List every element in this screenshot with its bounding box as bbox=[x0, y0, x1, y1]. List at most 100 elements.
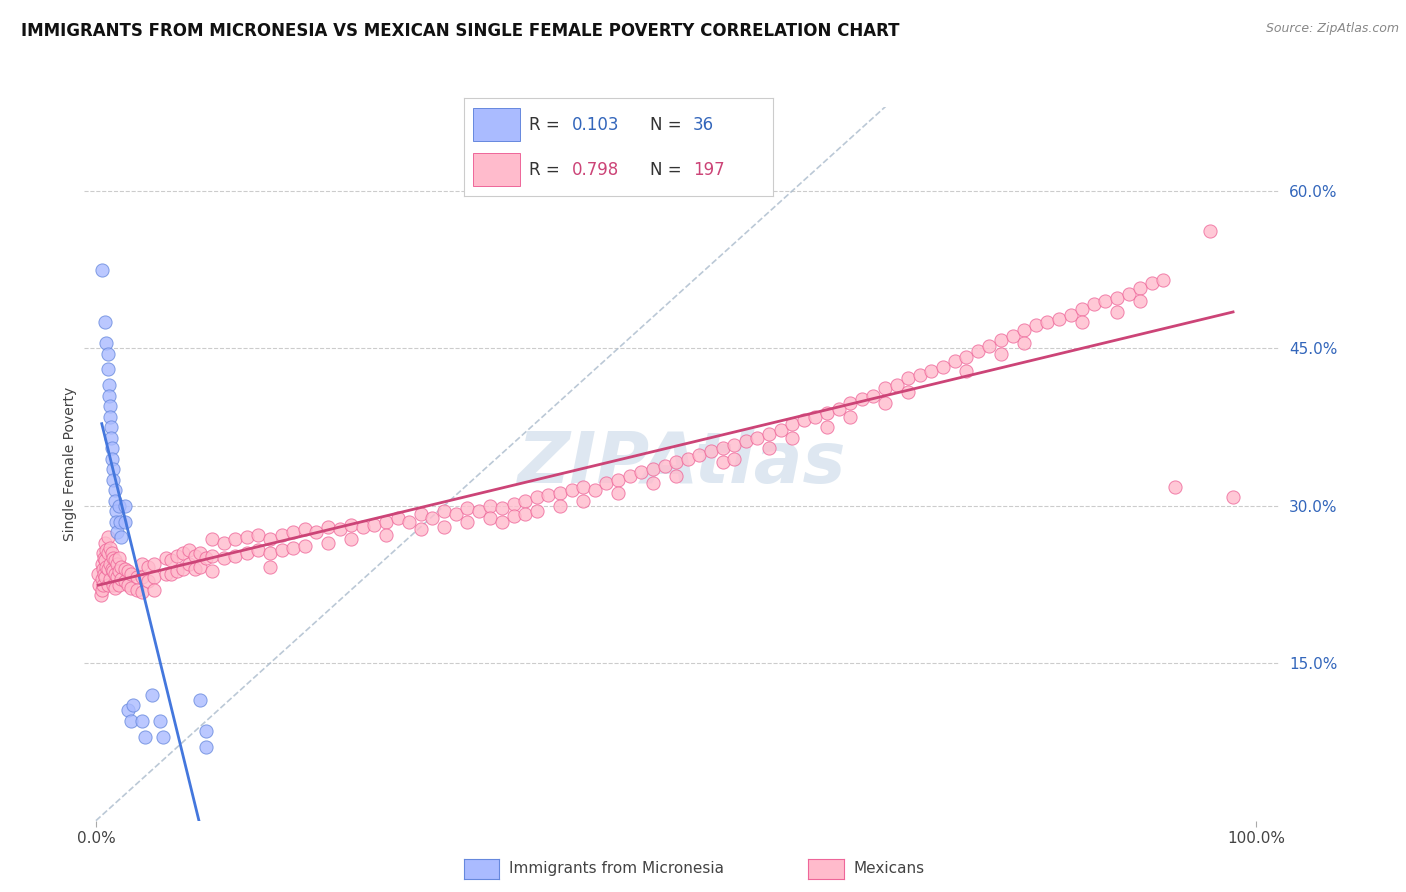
Point bbox=[444, 507, 467, 521]
Point bbox=[340, 533, 363, 547]
Point bbox=[120, 581, 142, 595]
Point bbox=[955, 350, 977, 364]
Text: Source: ZipAtlas.com: Source: ZipAtlas.com bbox=[1265, 22, 1399, 36]
Point bbox=[166, 549, 188, 564]
Point bbox=[352, 520, 374, 534]
Point bbox=[96, 559, 118, 574]
Point bbox=[758, 427, 780, 442]
Point bbox=[259, 559, 281, 574]
Text: 0.103: 0.103 bbox=[572, 116, 620, 134]
Point bbox=[793, 413, 815, 427]
Point bbox=[1118, 286, 1140, 301]
Point bbox=[943, 354, 966, 368]
Point bbox=[177, 557, 200, 571]
Point bbox=[143, 582, 166, 597]
Point bbox=[160, 567, 183, 582]
Point bbox=[920, 364, 942, 378]
Point bbox=[110, 572, 132, 586]
Point bbox=[201, 549, 224, 564]
Point bbox=[143, 570, 166, 584]
Point bbox=[122, 698, 145, 713]
Point bbox=[224, 533, 246, 547]
Point bbox=[90, 588, 112, 602]
Point bbox=[1036, 315, 1059, 329]
Point bbox=[105, 557, 128, 571]
Point bbox=[91, 577, 114, 591]
Point bbox=[1001, 328, 1024, 343]
Point bbox=[1012, 322, 1035, 336]
Point bbox=[1059, 308, 1081, 322]
Point bbox=[97, 546, 120, 560]
Point bbox=[1105, 304, 1128, 318]
Point bbox=[98, 557, 121, 571]
Point bbox=[827, 402, 849, 417]
Point bbox=[548, 499, 571, 513]
Point bbox=[932, 360, 955, 375]
Point bbox=[654, 458, 676, 473]
Point bbox=[110, 515, 132, 529]
Point bbox=[101, 451, 124, 466]
Point bbox=[98, 541, 121, 555]
Point bbox=[270, 528, 292, 542]
Point bbox=[141, 688, 163, 702]
Point bbox=[758, 441, 780, 455]
Point bbox=[769, 423, 792, 437]
Point bbox=[120, 714, 142, 728]
Point bbox=[316, 520, 339, 534]
Text: 0.798: 0.798 bbox=[572, 161, 620, 178]
Point bbox=[212, 535, 235, 549]
Point bbox=[101, 546, 124, 560]
Point bbox=[665, 455, 688, 469]
Point bbox=[195, 551, 218, 566]
Point bbox=[409, 507, 432, 521]
Point bbox=[1071, 301, 1094, 316]
Point bbox=[136, 574, 159, 589]
Text: ZIPAtlas: ZIPAtlas bbox=[517, 429, 846, 499]
Point bbox=[90, 572, 112, 586]
Point bbox=[711, 441, 734, 455]
Point bbox=[363, 517, 385, 532]
Point bbox=[676, 451, 699, 466]
Point bbox=[897, 371, 920, 385]
Point bbox=[110, 530, 132, 544]
Point bbox=[195, 740, 218, 755]
Point bbox=[136, 559, 159, 574]
Point bbox=[212, 551, 235, 566]
Point bbox=[873, 396, 896, 410]
Point bbox=[131, 570, 153, 584]
Point bbox=[104, 504, 127, 518]
Point bbox=[422, 511, 444, 525]
Point bbox=[97, 562, 120, 576]
Point bbox=[190, 693, 212, 707]
Point bbox=[103, 551, 125, 566]
Point bbox=[143, 557, 166, 571]
Point bbox=[294, 522, 316, 536]
Point bbox=[491, 500, 513, 515]
Point bbox=[723, 438, 745, 452]
Point bbox=[1129, 294, 1152, 309]
Point bbox=[93, 551, 115, 566]
Point bbox=[97, 389, 120, 403]
Point bbox=[103, 493, 125, 508]
Point bbox=[409, 522, 432, 536]
Point bbox=[990, 333, 1012, 347]
Point bbox=[990, 346, 1012, 360]
Point bbox=[134, 730, 156, 744]
Point bbox=[815, 420, 838, 434]
Point bbox=[100, 420, 122, 434]
Point bbox=[97, 577, 120, 591]
Point bbox=[190, 546, 212, 560]
Point bbox=[270, 542, 292, 557]
Point bbox=[862, 389, 884, 403]
Point bbox=[100, 431, 122, 445]
Point bbox=[131, 714, 153, 728]
Point bbox=[172, 562, 194, 576]
Point bbox=[375, 515, 398, 529]
Point bbox=[1025, 318, 1047, 333]
Point bbox=[340, 517, 363, 532]
Point bbox=[433, 504, 456, 518]
Point bbox=[97, 362, 120, 376]
Point bbox=[114, 499, 136, 513]
Point bbox=[908, 368, 931, 382]
Point bbox=[839, 409, 862, 424]
